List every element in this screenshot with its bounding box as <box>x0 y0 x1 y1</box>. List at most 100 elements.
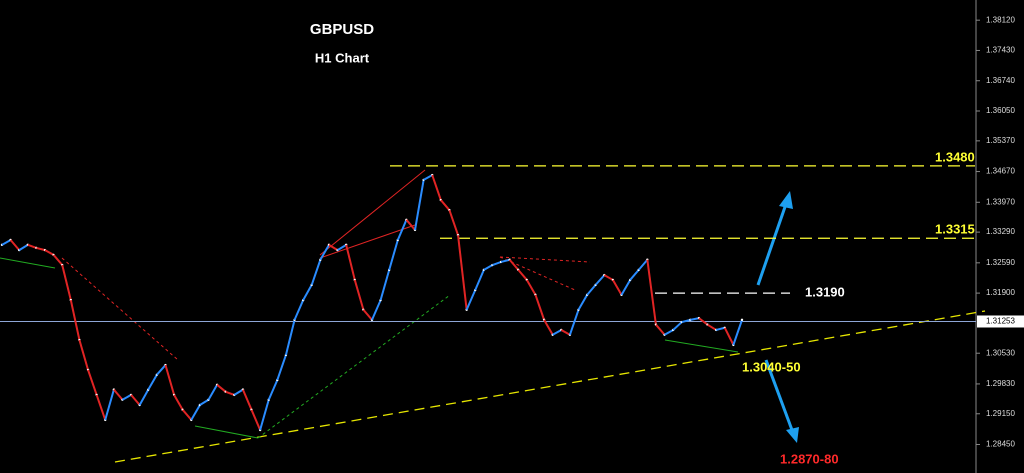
price-segment <box>655 324 666 336</box>
chart-subtitle: H1 Chart <box>315 50 370 65</box>
price-segment <box>681 318 691 324</box>
price-segment <box>492 261 502 266</box>
trendline <box>114 310 986 463</box>
price-segment <box>690 317 700 321</box>
y-tick-label: 1.38120 <box>986 15 1015 24</box>
price-segment <box>207 384 218 401</box>
price-segment <box>1 239 12 246</box>
price-segment <box>267 379 279 401</box>
price-segment <box>379 269 391 301</box>
price-segment <box>138 389 150 406</box>
y-tick-label: 1.34670 <box>986 167 1015 176</box>
price-segment <box>568 309 580 336</box>
y-tick-label: 1.35370 <box>986 136 1015 145</box>
price-segment <box>543 319 554 336</box>
price-segment <box>44 249 55 256</box>
level-label: 1.3315 <box>935 222 975 237</box>
price-segment <box>302 284 313 301</box>
price-segment <box>405 219 416 231</box>
price-segment <box>388 239 399 271</box>
price-segment <box>552 329 562 336</box>
price-segment <box>474 269 485 291</box>
price-segment <box>173 394 184 411</box>
target-label: 1.3040-50 <box>742 359 801 374</box>
price-segment <box>345 244 356 281</box>
chart-title: GBPUSD <box>310 21 374 38</box>
price-segment <box>603 274 614 281</box>
price-segment <box>130 394 141 406</box>
price-segment <box>293 299 305 321</box>
y-tick-label: 1.32590 <box>986 258 1015 267</box>
price-segment <box>328 243 339 251</box>
guide-line <box>194 425 259 439</box>
current-price-box <box>977 315 1024 328</box>
price-segment <box>113 388 124 401</box>
price-segment <box>586 284 597 296</box>
price-segment <box>517 269 528 281</box>
guide-line <box>257 294 451 439</box>
level-label: 1.3190 <box>805 285 845 300</box>
price-segment <box>698 317 709 326</box>
price-segment <box>508 259 520 271</box>
price-segment <box>87 369 98 396</box>
price-segment <box>465 289 477 311</box>
price-segment <box>9 239 20 251</box>
price-segment <box>36 246 46 252</box>
price-segment <box>310 259 322 286</box>
price-segment <box>190 404 201 421</box>
price-segment <box>371 299 382 321</box>
price-segment <box>707 323 717 331</box>
price-segment <box>121 394 132 401</box>
guide-line <box>319 224 416 259</box>
price-segment <box>104 389 115 421</box>
price-segment <box>483 264 493 271</box>
price-segment <box>594 274 606 286</box>
price-segment <box>233 388 244 396</box>
price-segment <box>95 394 107 421</box>
price-segment <box>362 309 373 321</box>
price-segment <box>78 339 90 371</box>
price-segment <box>423 174 433 181</box>
arrow-head <box>786 427 799 443</box>
price-segment <box>319 244 330 261</box>
price-segment <box>52 254 63 266</box>
price-segment <box>629 269 640 281</box>
price-segment <box>259 399 270 431</box>
price-segment <box>164 364 176 396</box>
price-segment <box>250 409 262 431</box>
price-segment <box>664 329 674 336</box>
price-segment <box>353 279 365 311</box>
arrows <box>756 191 799 443</box>
price-segment <box>156 364 167 376</box>
y-tick-label: 1.37430 <box>986 46 1015 55</box>
price-segment <box>637 259 649 271</box>
price-segment <box>216 384 227 393</box>
price-point <box>740 318 744 322</box>
price-segment <box>284 319 296 356</box>
guide-line <box>499 256 591 263</box>
price-segment <box>147 374 158 391</box>
price-segment <box>620 279 632 296</box>
price-segment <box>457 235 468 310</box>
y-tick-label: 1.29150 <box>986 409 1015 418</box>
price-segment <box>560 329 571 336</box>
price-segment <box>431 174 442 201</box>
price-segment <box>534 294 546 321</box>
guide-line <box>61 257 179 361</box>
price-segment <box>723 327 735 346</box>
arrow-down <box>764 359 794 431</box>
y-tick-label: 1.29830 <box>986 379 1015 388</box>
price-segment <box>526 279 537 296</box>
target-label: 1.2870-80 <box>780 451 839 466</box>
price-segment <box>672 321 683 331</box>
y-tick-label: 1.28450 <box>986 440 1015 449</box>
price-segment <box>337 243 347 251</box>
price-segment <box>276 354 287 381</box>
price-segment <box>61 264 72 301</box>
price-segment <box>500 258 510 263</box>
y-tick-label: 1.30530 <box>986 348 1015 357</box>
arrow-head <box>779 191 793 209</box>
price-segment <box>732 319 743 346</box>
price-segment <box>181 409 193 421</box>
